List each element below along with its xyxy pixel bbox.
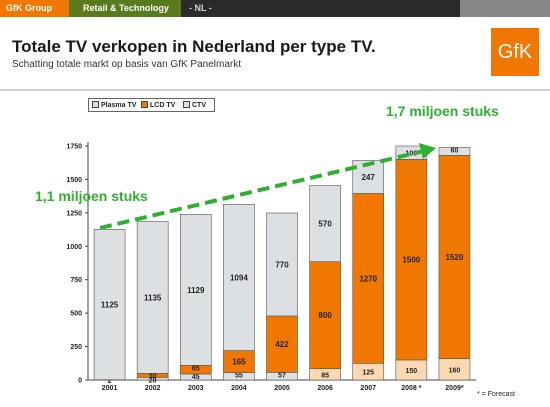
bar-data-label: 1500 bbox=[402, 256, 420, 265]
x-tick-label: 2004 bbox=[231, 385, 247, 392]
end-total-annotation: 1,7 miljoen stuks bbox=[386, 103, 499, 119]
y-tick-label: 250 bbox=[70, 344, 82, 351]
bar-data-label: 770 bbox=[275, 260, 289, 269]
legend-label-plasma: Plasma TV bbox=[101, 102, 137, 109]
legend-swatch-ctv bbox=[183, 101, 190, 108]
bar-data-label: 30 bbox=[149, 373, 157, 380]
bar-segment-ctv bbox=[93, 229, 126, 381]
chart-legend: Plasma TV LCD TV CTV bbox=[88, 98, 215, 112]
top-bar: GfK Group Retail & Technology - NL - bbox=[0, 0, 550, 17]
legend-label-ctv: CTV bbox=[192, 102, 206, 109]
x-tick-label: 2007 bbox=[360, 385, 376, 392]
group-label: GfK Group bbox=[0, 0, 69, 17]
x-tick-label: 2006 bbox=[317, 385, 333, 392]
bar-data-label: 1094 bbox=[230, 273, 248, 282]
bar-data-label: 165 bbox=[232, 358, 246, 367]
bar-data-label: 65 bbox=[192, 365, 200, 372]
bar-data-label: 57 bbox=[278, 372, 286, 379]
y-tick-label: 1500 bbox=[66, 177, 82, 184]
bar-data-label: 1135 bbox=[144, 293, 162, 302]
legend-item-ctv: CTV bbox=[183, 101, 206, 109]
legend-item-lcd: LCD TV bbox=[141, 101, 175, 109]
bar-data-label: 45 bbox=[192, 374, 200, 381]
y-tick-label: 1000 bbox=[66, 244, 82, 251]
y-tick-label: 1250 bbox=[66, 210, 82, 217]
bar-segment-ctv bbox=[266, 212, 298, 317]
x-tick-label: 2003 bbox=[188, 385, 204, 392]
bar-segment-lcd bbox=[309, 261, 341, 369]
bar-base-label: 85 bbox=[321, 372, 329, 379]
bar-base-label: 160 bbox=[449, 367, 461, 374]
forecast-note: * = Forecast bbox=[477, 391, 515, 398]
y-tick-label: 1750 bbox=[66, 144, 82, 151]
bar-segment-ctv bbox=[438, 147, 471, 156]
bar-segment-ctv bbox=[136, 221, 169, 374]
trend-arrow-line bbox=[99, 149, 425, 230]
x-tick-label: 2001 bbox=[102, 385, 118, 392]
bar-data-label: 1125 bbox=[101, 301, 119, 310]
header-divider bbox=[0, 89, 550, 91]
bar-data-label: 100 bbox=[405, 151, 417, 158]
bar-data-label: 55 bbox=[235, 373, 243, 380]
x-tick-label: 2008 * bbox=[401, 385, 422, 392]
y-tick-label: 500 bbox=[70, 311, 82, 318]
bar-data-label: 1520 bbox=[446, 253, 464, 262]
bar-data-label: 1270 bbox=[359, 274, 377, 283]
bar-segment-ctv bbox=[179, 214, 212, 366]
bar-base-label: 150 bbox=[405, 368, 417, 375]
x-tick-label: 2009* bbox=[445, 385, 464, 392]
bar-segment-ctv bbox=[223, 203, 255, 351]
bar-segment-lcd bbox=[395, 159, 428, 361]
y-tick-label: 750 bbox=[70, 277, 82, 284]
gfk-logo: GfK bbox=[491, 28, 539, 76]
legend-swatch-plasma bbox=[92, 101, 99, 108]
page-title: Totale TV verkopen in Nederland per type… bbox=[12, 37, 376, 56]
bar-segment-ctv bbox=[309, 185, 341, 262]
legend-swatch-lcd bbox=[141, 101, 148, 108]
bar-data-label: 60 bbox=[451, 147, 459, 154]
y-tick-label: 0 bbox=[78, 378, 82, 385]
bar-base-label: 2 bbox=[108, 378, 112, 385]
legend-label-lcd: LCD TV bbox=[150, 102, 176, 109]
x-tick-label: 2002 bbox=[145, 385, 161, 392]
x-tick-label: 2005 bbox=[274, 385, 290, 392]
bar-data-label: 570 bbox=[318, 220, 332, 229]
legend-item-plasma: Plasma TV bbox=[92, 101, 136, 109]
bar-data-label: 422 bbox=[275, 340, 289, 349]
trend-arrow-head bbox=[419, 143, 436, 159]
top-bar-accent bbox=[460, 0, 550, 17]
bar-data-label: 1129 bbox=[187, 286, 205, 295]
bar-base-label: 125 bbox=[362, 370, 374, 377]
bar-data-label: 800 bbox=[318, 311, 332, 320]
country-label: - NL - bbox=[181, 0, 291, 17]
division-label: Retail & Technology bbox=[69, 0, 181, 17]
page-subtitle: Schatting totale markt op basis van GfK … bbox=[12, 59, 241, 70]
bar-data-label: 20 bbox=[149, 377, 157, 384]
bar-data-label: 247 bbox=[362, 173, 376, 182]
start-total-annotation: 1,1 miljoen stuks bbox=[35, 188, 148, 204]
